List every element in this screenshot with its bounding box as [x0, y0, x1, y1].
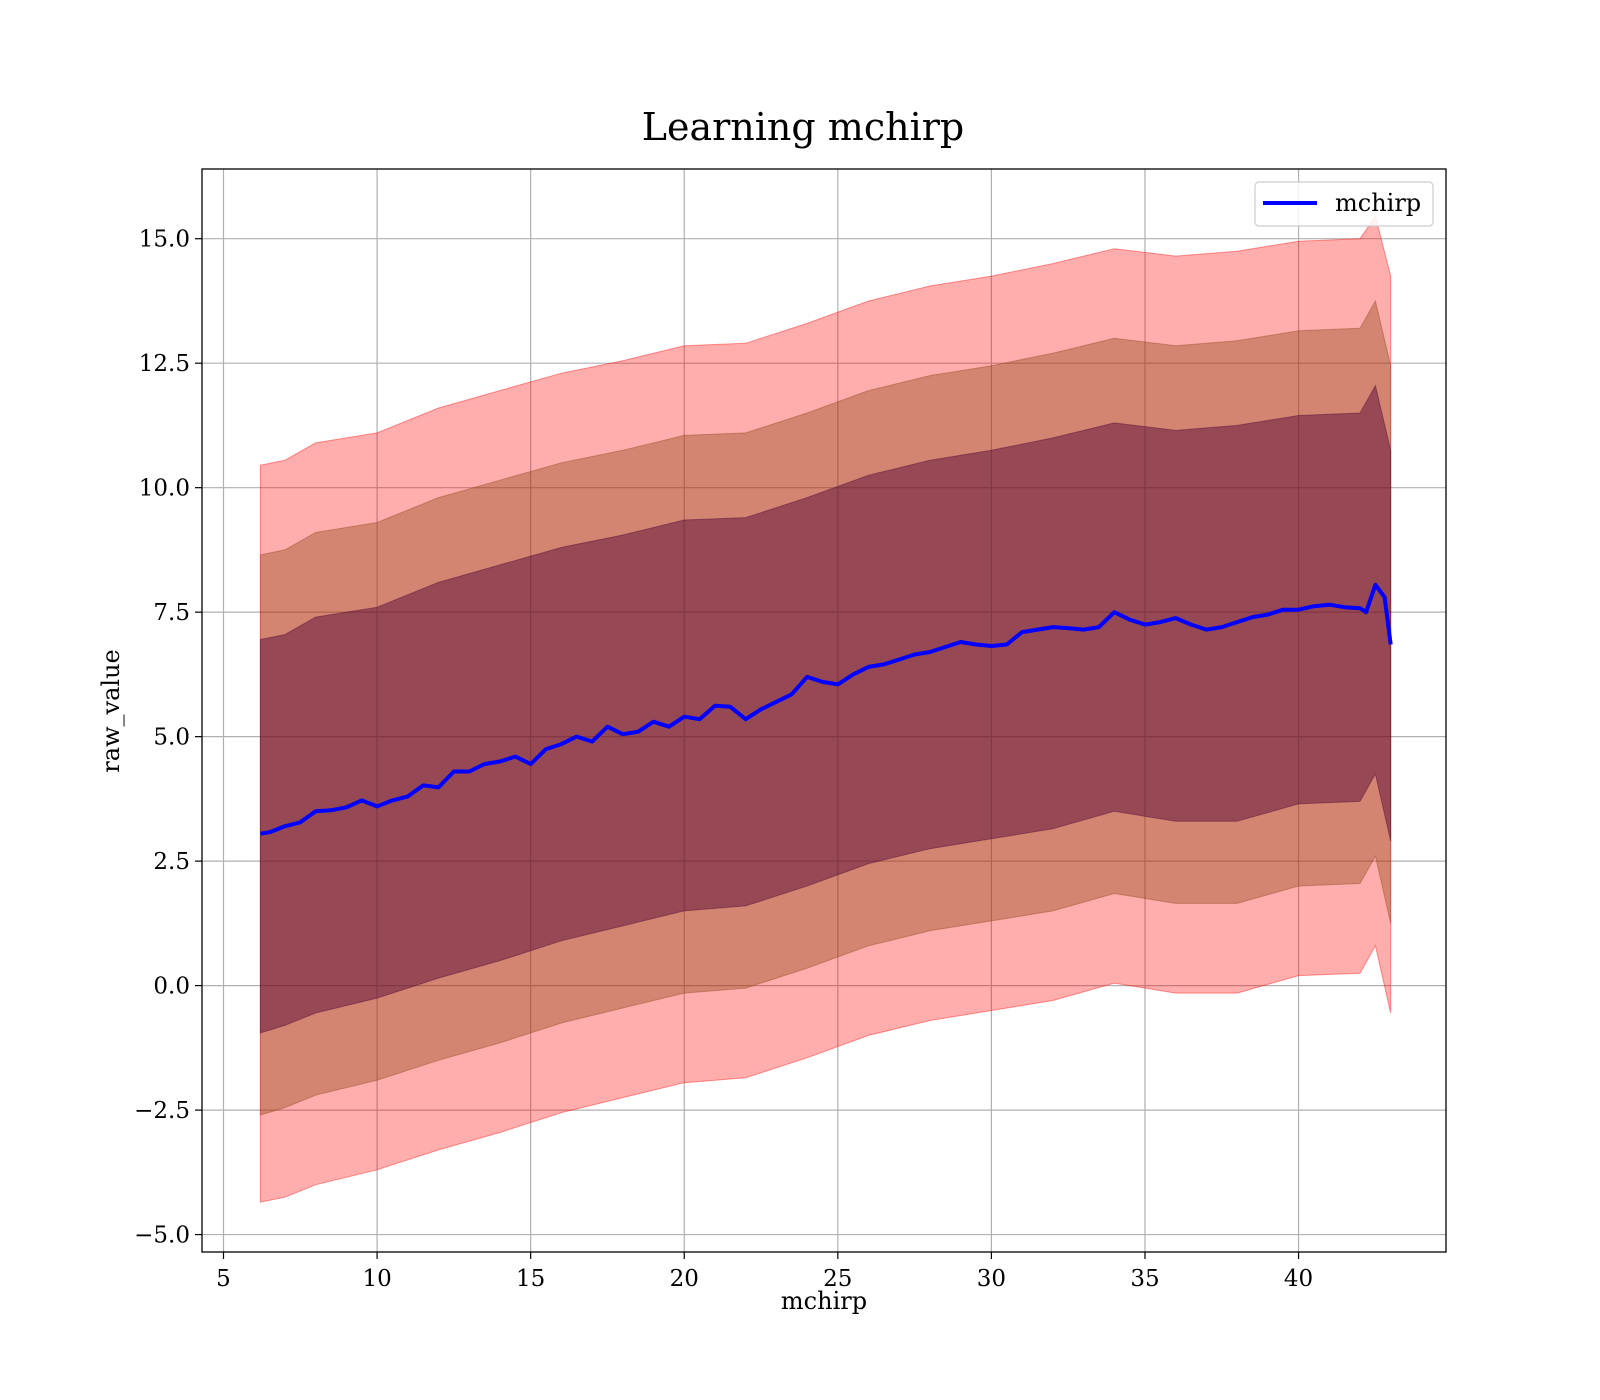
- series-line-mchirp: [260, 582, 1393, 836]
- x-tick-label: 20: [670, 1266, 699, 1292]
- x-tick-label: 10: [362, 1266, 391, 1292]
- legend-label: mchirp: [1335, 189, 1421, 217]
- x-axis-ticks: 5 10 15 20 25 30 35 40: [216, 1252, 1313, 1292]
- x-tick-label: 5: [216, 1266, 231, 1292]
- y-tick-label: 0.0: [153, 974, 190, 1000]
- plot-frame: [201, 168, 1447, 1253]
- chart-title: Learning mchirp: [642, 105, 964, 149]
- legend: mchirp: [1254, 181, 1434, 227]
- y-tick-label: −2.5: [134, 1098, 190, 1124]
- y-tick-label: 10.0: [139, 476, 190, 502]
- y-tick-label: 15.0: [139, 227, 190, 253]
- x-tick-label: 35: [1130, 1266, 1159, 1292]
- y-tick-label: −5.0: [134, 1223, 190, 1249]
- band-area-1: [259, 215, 1392, 1203]
- band-area-2: [259, 299, 1392, 1116]
- x-tick-label: 15: [516, 1266, 545, 1292]
- x-tick-label: 25: [823, 1266, 852, 1292]
- y-tick-label: 2.5: [153, 849, 190, 875]
- y-axis-ticks: −5.0 −2.5 0.0 2.5 5.0 7.5 10.0 12.5 15.0: [134, 227, 202, 1249]
- x-tick-label: 30: [977, 1266, 1006, 1292]
- y-tick-label: 7.5: [153, 600, 190, 626]
- grid: [202, 169, 1446, 1252]
- x-axis-label: mchirp: [781, 1287, 867, 1315]
- x-tick-label: 40: [1284, 1266, 1313, 1292]
- y-tick-label: 5.0: [153, 725, 190, 751]
- series-lines: [260, 582, 1393, 836]
- y-tick-label: 12.5: [139, 351, 190, 377]
- band-area-3: [259, 384, 1392, 1034]
- confidence-bands: [259, 215, 1392, 1203]
- legend-box: [1254, 181, 1434, 227]
- y-axis-label: raw_value: [97, 649, 125, 773]
